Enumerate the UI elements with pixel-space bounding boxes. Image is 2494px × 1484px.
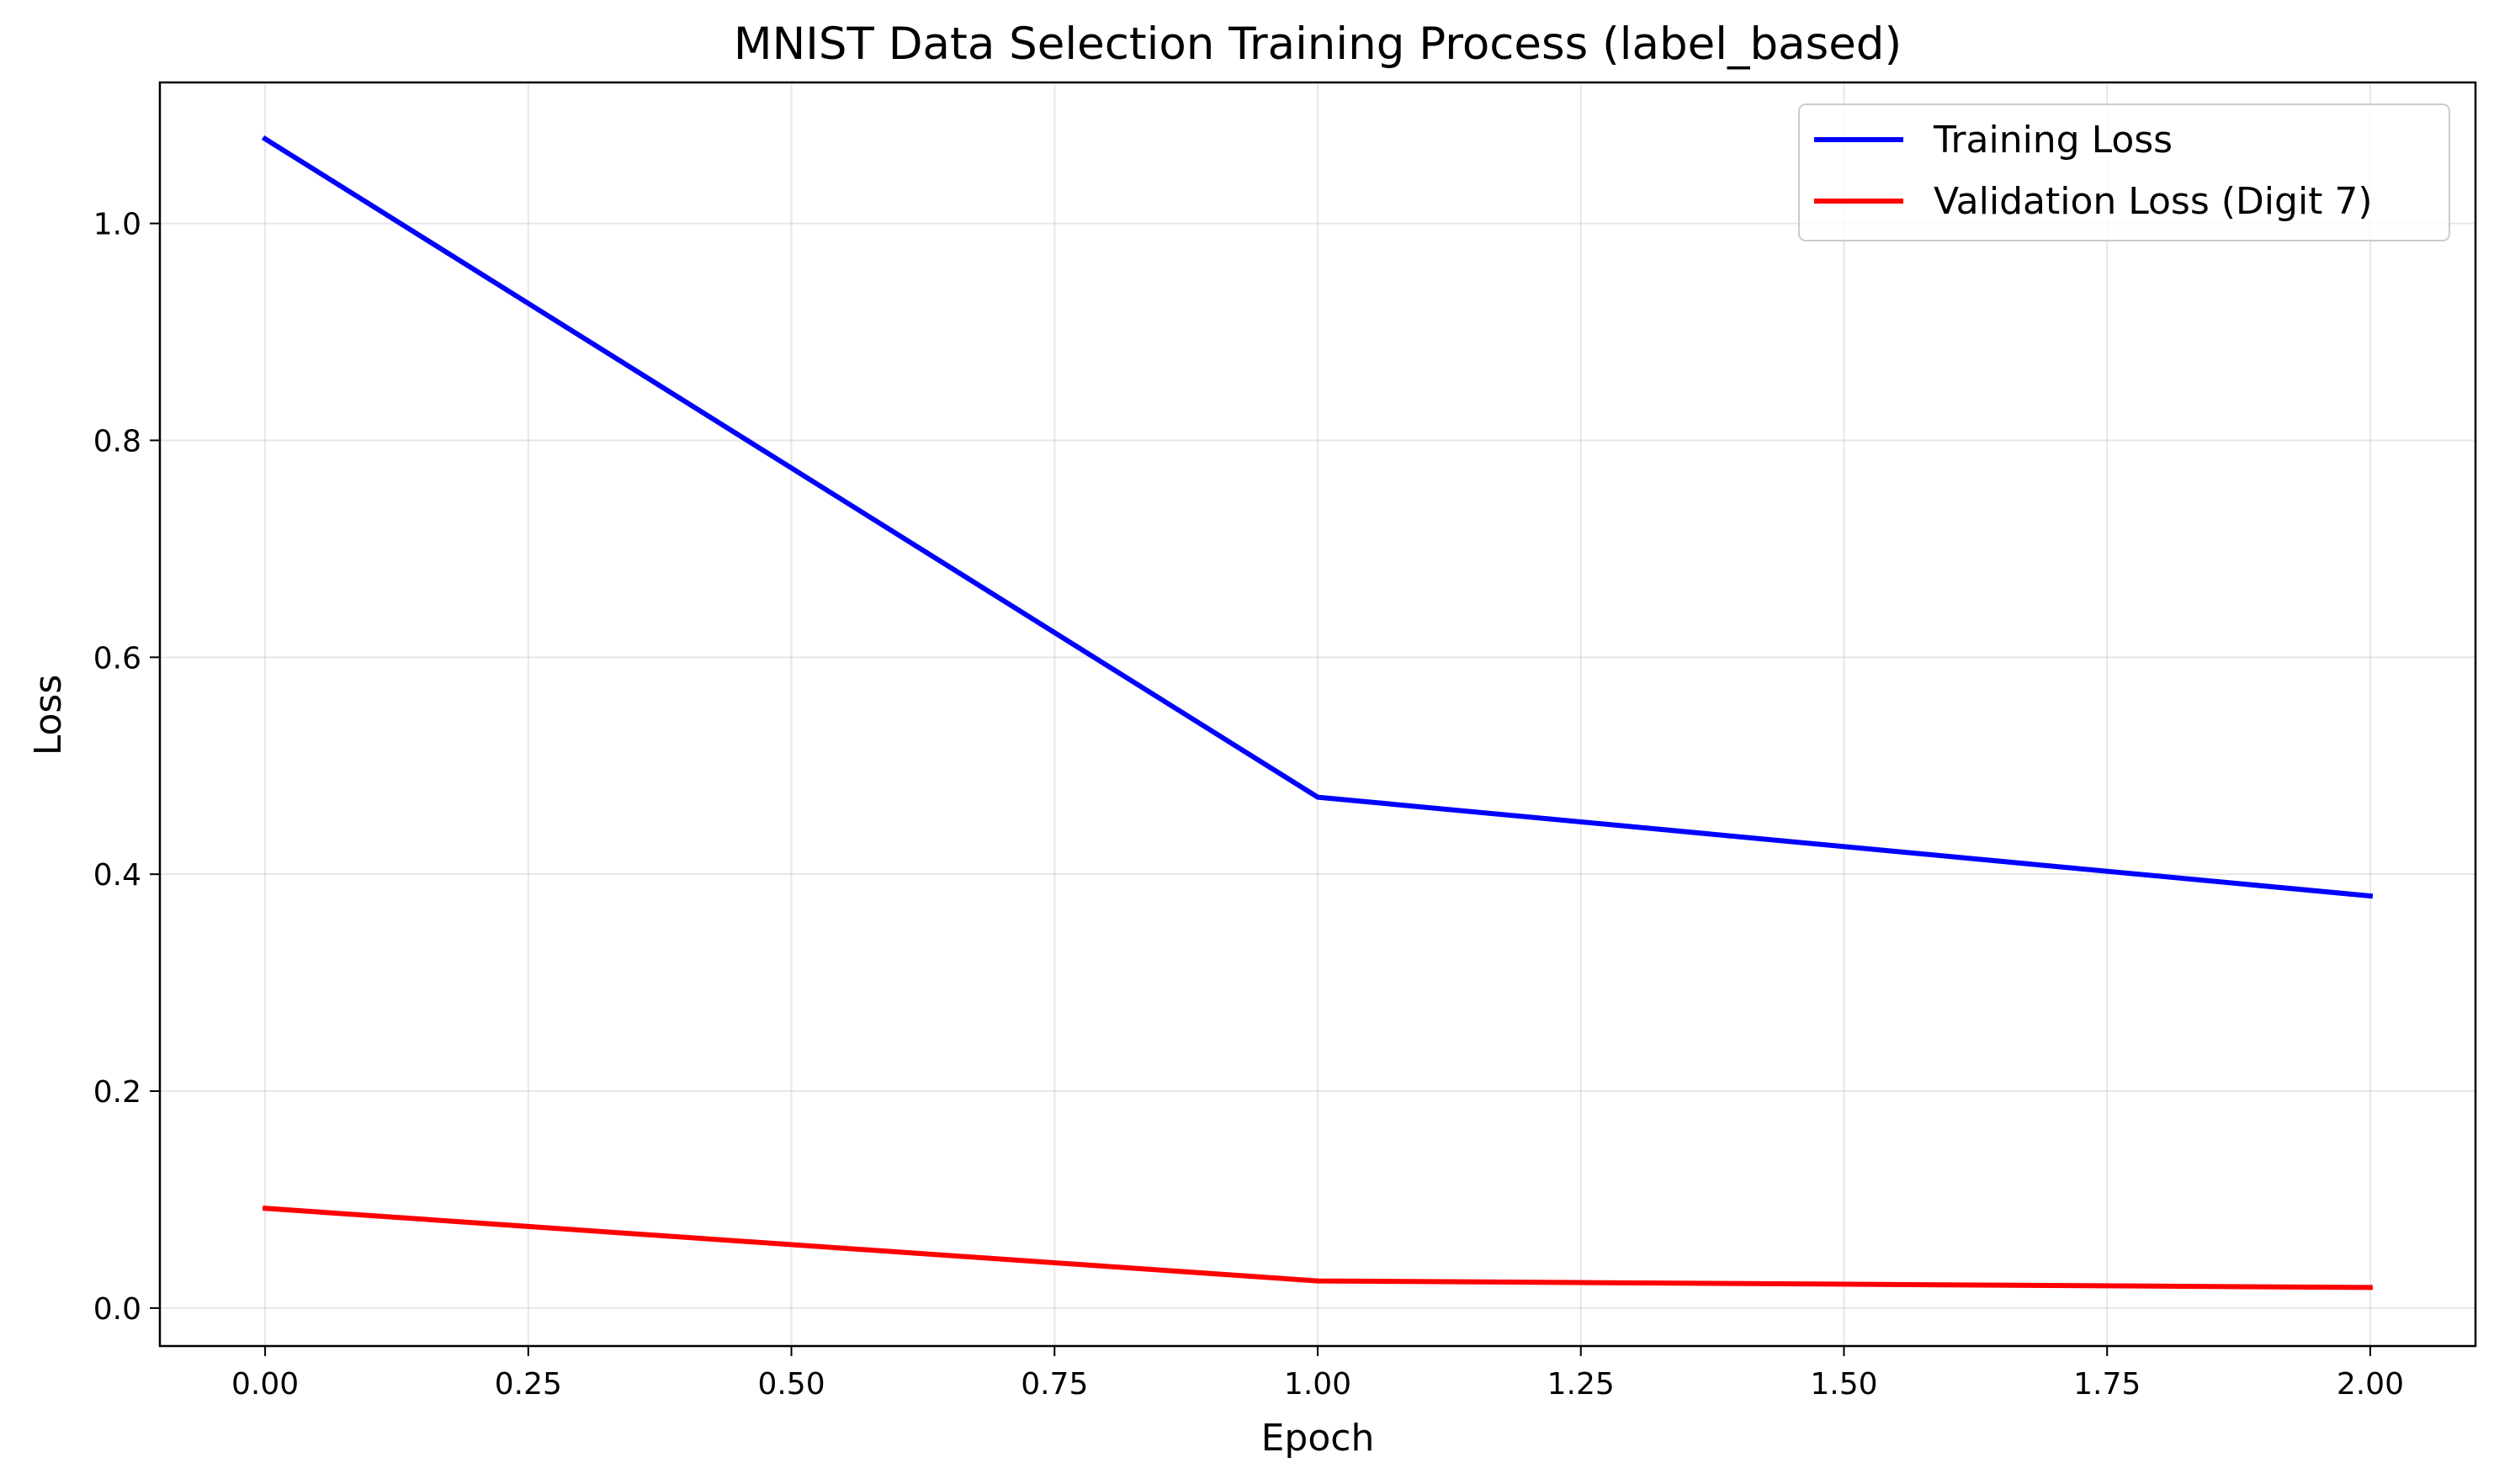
legend-box [1798, 103, 2450, 241]
y-tick-label: 0.8 [93, 424, 141, 458]
x-tick-label: 0.75 [1021, 1367, 1088, 1402]
x-tick-label: 1.50 [1810, 1367, 1877, 1402]
legend: Training Loss Validation Loss (Digit 7) [1798, 103, 2450, 241]
ticks: 0.00 0.25 0.50 0.75 1.00 1.25 1.50 1.75 2.00 0.0 0… [93, 208, 2404, 1402]
x-tick-label: 0.00 [231, 1367, 299, 1402]
x-tick-label: 1.00 [1284, 1367, 1351, 1402]
x-tick-label: 1.75 [2073, 1367, 2141, 1402]
legend-label-validation-loss: Validation Loss (Digit 7) [1934, 180, 2373, 223]
y-tick-label: 0.0 [93, 1292, 141, 1327]
y-axis-label: Loss [27, 675, 70, 756]
x-tick-label: 1.25 [1547, 1367, 1615, 1402]
series-line-training-loss [261, 135, 2374, 899]
series-line-validation-loss [262, 1206, 2373, 1291]
grid [160, 82, 2475, 1346]
y-tick-label: 0.4 [93, 858, 141, 893]
x-tick-label: 0.50 [757, 1367, 825, 1402]
y-tick-label: 0.2 [93, 1075, 141, 1110]
chart-title: MNIST Data Selection Training Process (l… [734, 19, 1902, 70]
x-axis-label: Epoch [1261, 1417, 1375, 1460]
y-tick-label: 0.6 [93, 641, 141, 676]
series-lines [261, 135, 2374, 1291]
legend-label-training-loss: Training Loss [1933, 119, 2173, 162]
y-tick-label: 1.0 [93, 208, 141, 242]
x-tick-label: 0.25 [495, 1367, 562, 1402]
x-tick-label: 2.00 [2337, 1367, 2404, 1402]
